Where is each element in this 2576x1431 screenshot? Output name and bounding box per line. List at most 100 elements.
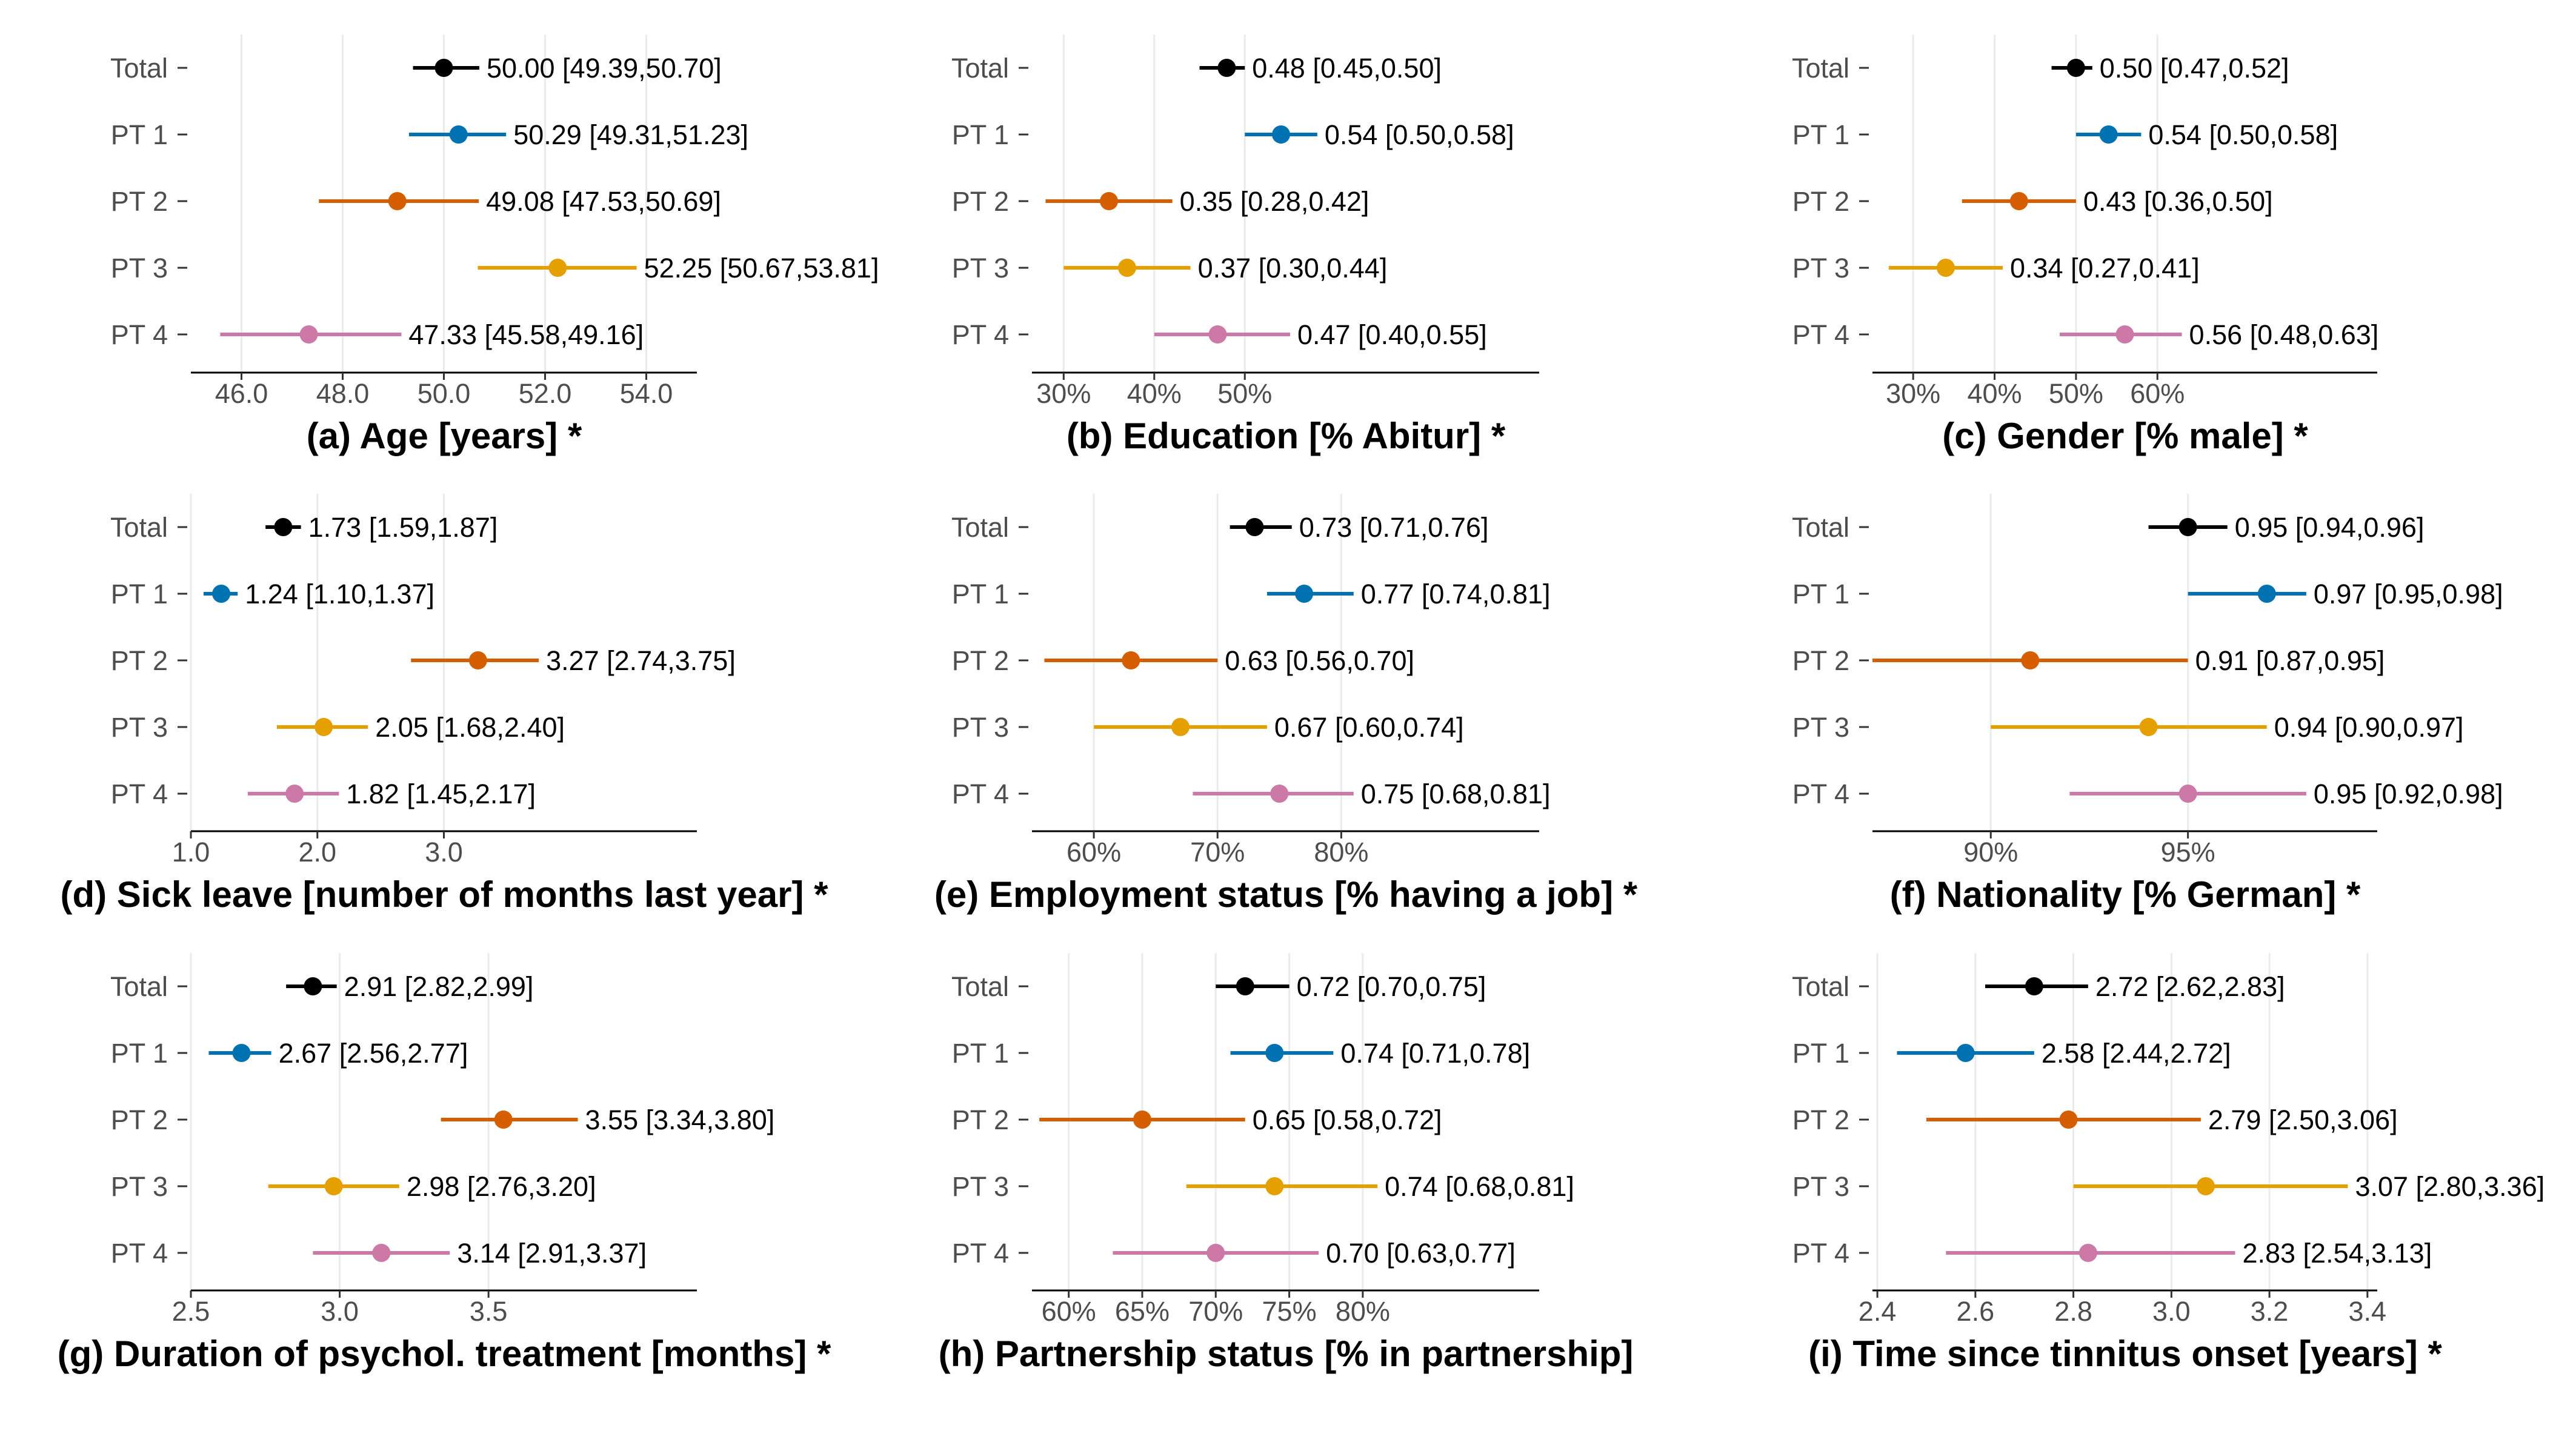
x-tick-label: 46.0: [215, 378, 268, 409]
estimate-point: [1295, 585, 1314, 603]
panel-f: 90% 95% Total 0.95 [0.94,0.96] PT 1 0.97 [0.9…: [1792, 494, 2503, 915]
panel-title: (f) Nationality [% German] *: [1890, 874, 2361, 915]
category-label: PT 4: [111, 779, 168, 809]
value-label: 3.07 [2.80,3.36]: [2355, 1171, 2544, 1202]
x-tick-label: 54.0: [620, 378, 673, 409]
x-tick-label: 40%: [1967, 378, 2022, 409]
estimate-point: [388, 192, 407, 210]
category-label: PT 2: [111, 1104, 168, 1135]
category-label: PT 4: [952, 1238, 1009, 1269]
estimate-point: [1171, 718, 1190, 736]
estimate-point: [1206, 1244, 1225, 1262]
category-label: Total: [110, 512, 168, 543]
x-tick-label: 3.0: [2152, 1296, 2191, 1327]
panel-h: 60% 65% 70% 75% 80% Total 0.72 [0.70,0.75] PT 1…: [939, 953, 1634, 1374]
x-tick-label: 70%: [1190, 837, 1245, 868]
category-label: PT 2: [1792, 645, 1849, 676]
x-tick-label: 3.0: [321, 1296, 359, 1327]
estimate-point: [1265, 1044, 1284, 1062]
category-label: Total: [110, 53, 168, 84]
estimate-point: [2059, 1111, 2078, 1129]
estimate-point: [2066, 59, 2085, 77]
category-label: Total: [951, 512, 1009, 543]
category-label: PT 2: [111, 645, 168, 676]
value-label: 3.27 [2.74,3.75]: [546, 645, 736, 676]
category-label: PT 2: [952, 645, 1009, 676]
x-tick-label: 95%: [2161, 837, 2215, 868]
estimate-point: [1265, 1177, 1284, 1195]
panel-title: (e) Employment status [% having a job] *: [934, 874, 1638, 915]
panel-title: (b) Education [% Abitur] *: [1067, 416, 1506, 456]
value-label: 0.91 [0.87,0.95]: [2195, 645, 2385, 676]
value-label: 49.08 [47.53,50.69]: [486, 186, 721, 217]
value-label: 52.25 [50.67,53.81]: [644, 253, 879, 284]
value-label: 0.54 [0.50,0.58]: [2148, 119, 2338, 150]
category-label: PT 4: [952, 319, 1009, 350]
category-label: PT 3: [111, 712, 168, 743]
value-label: 0.95 [0.92,0.98]: [2314, 779, 2503, 809]
panel-title: (h) Partnership status [% in partnership…: [939, 1333, 1634, 1374]
x-tick-label: 75%: [1262, 1296, 1317, 1327]
x-tick-label: 50%: [1217, 378, 1272, 409]
estimate-point: [304, 977, 322, 995]
value-label: 0.37 [0.30,0.44]: [1198, 253, 1388, 284]
x-tick-label: 2.6: [1957, 1296, 1995, 1327]
category-label: Total: [951, 971, 1009, 1002]
category-label: PT 1: [111, 119, 168, 150]
panel-c: 30% 40% 50% 60% Total 0.50 [0.47,0.52] PT 1 0.5…: [1792, 35, 2378, 456]
value-label: 0.94 [0.90,0.97]: [2274, 712, 2464, 743]
category-label: PT 1: [111, 1038, 168, 1069]
estimate-point: [1208, 325, 1227, 344]
category-label: PT 4: [952, 779, 1009, 809]
value-label: 2.98 [2.76,3.20]: [407, 1171, 596, 1202]
value-label: 1.73 [1.59,1.87]: [308, 512, 498, 543]
x-tick-label: 52.0: [519, 378, 572, 409]
value-label: 0.34 [0.27,0.41]: [2010, 253, 2200, 284]
value-label: 0.77 [0.74,0.81]: [1361, 579, 1551, 609]
category-label: PT 4: [1792, 1238, 1849, 1269]
x-tick-label: 3.4: [2349, 1296, 2387, 1327]
value-label: 0.74 [0.71,0.78]: [1340, 1038, 1530, 1069]
category-label: PT 1: [952, 1038, 1009, 1069]
estimate-point: [232, 1044, 251, 1062]
category-label: Total: [1792, 53, 1849, 84]
estimate-point: [2009, 192, 2028, 210]
estimate-point: [2115, 325, 2134, 344]
value-label: 0.35 [0.28,0.42]: [1180, 186, 1370, 217]
estimate-point: [2178, 518, 2197, 536]
estimate-point: [494, 1111, 513, 1129]
estimate-point: [468, 651, 487, 669]
value-label: 0.48 [0.45,0.50]: [1252, 53, 1442, 84]
x-tick-label: 90%: [1963, 837, 2018, 868]
category-label: Total: [951, 53, 1009, 84]
panel-title: (a) Age [years] *: [307, 416, 582, 456]
estimate-point: [449, 125, 468, 144]
x-tick-label: 70%: [1188, 1296, 1243, 1327]
category-label: PT 4: [1792, 779, 1849, 809]
category-label: PT 3: [952, 712, 1009, 743]
x-tick-label: 1.0: [172, 837, 210, 868]
estimate-point: [1122, 651, 1140, 669]
estimate-point: [1936, 259, 1955, 277]
x-tick-label: 60%: [1042, 1296, 1096, 1327]
x-tick-label: 3.0: [425, 837, 463, 868]
category-label: PT 1: [952, 579, 1009, 609]
value-label: 0.63 [0.56,0.70]: [1225, 645, 1414, 676]
value-label: 50.00 [49.39,50.70]: [487, 53, 722, 84]
category-label: PT 1: [111, 579, 168, 609]
category-label: PT 2: [1792, 186, 1849, 217]
category-label: PT 2: [111, 186, 168, 217]
value-label: 2.67 [2.56,2.77]: [279, 1038, 468, 1069]
x-tick-label: 2.0: [298, 837, 336, 868]
category-label: Total: [1792, 512, 1849, 543]
estimate-point: [324, 1177, 343, 1195]
x-tick-label: 40%: [1127, 378, 1182, 409]
estimate-point: [1236, 977, 1254, 995]
estimate-point: [315, 718, 333, 736]
x-tick-label: 48.0: [316, 378, 370, 409]
category-label: PT 1: [1792, 119, 1849, 150]
estimate-point: [372, 1244, 391, 1262]
category-label: PT 1: [1792, 1038, 1849, 1069]
panel-title: (c) Gender [% male] *: [1942, 416, 2308, 456]
x-tick-label: 65%: [1115, 1296, 1170, 1327]
